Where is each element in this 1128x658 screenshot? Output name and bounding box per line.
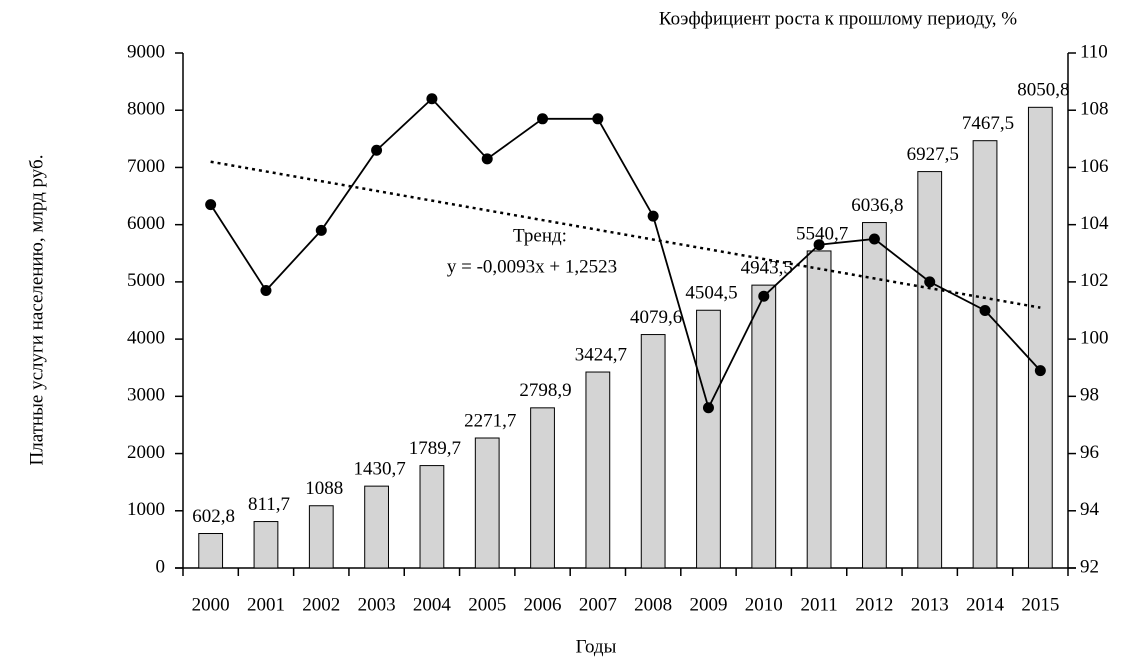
bar-value-label: 6927,5 xyxy=(907,144,959,165)
bar-value-label: 1088 xyxy=(305,478,343,499)
y-tick-label: 7000 xyxy=(127,156,165,177)
y2-tick-label: 108 xyxy=(1080,99,1109,120)
bar xyxy=(696,309,721,569)
line-point xyxy=(592,113,604,125)
line-point xyxy=(205,199,217,211)
x-tick-label: 2009 xyxy=(689,594,727,615)
trend-label: Тренд: xyxy=(513,225,567,246)
bar-value-label: 602,8 xyxy=(192,506,235,527)
line-point xyxy=(702,402,714,414)
bar-value-label: 1430,7 xyxy=(353,458,405,479)
line-point xyxy=(1034,365,1046,377)
y-tick-label: 0 xyxy=(156,556,166,577)
y2-tick-label: 94 xyxy=(1080,499,1100,520)
y-axis-label: Платные услуги населению, млрд руб. xyxy=(26,155,47,466)
x-tick-label: 2005 xyxy=(468,594,506,615)
line-point xyxy=(924,276,936,288)
bar xyxy=(862,222,887,569)
x-tick-label: 2014 xyxy=(966,594,1005,615)
y2-tick-label: 110 xyxy=(1080,41,1108,62)
x-tick-label: 2001 xyxy=(247,594,285,615)
bar xyxy=(419,465,445,569)
bar xyxy=(585,371,611,569)
x-tick-label: 2003 xyxy=(358,594,396,615)
line-point xyxy=(481,153,493,165)
bar-value-label: 811,7 xyxy=(248,494,290,515)
x-tick-label: 2006 xyxy=(524,594,562,615)
y2-tick-label: 102 xyxy=(1080,270,1109,291)
y-tick-label: 2000 xyxy=(127,442,165,463)
bar-value-label: 4943,5 xyxy=(741,257,793,278)
y2-tick-label: 98 xyxy=(1080,385,1099,406)
x-tick-label: 2002 xyxy=(302,594,340,615)
line-point xyxy=(537,113,549,125)
line-point xyxy=(868,233,880,245)
bar-value-label: 8050,8 xyxy=(1017,80,1069,101)
bar xyxy=(1027,106,1053,569)
y2-tick-label: 106 xyxy=(1080,156,1109,177)
y-tick-label: 3000 xyxy=(127,385,165,406)
x-tick-label: 2013 xyxy=(911,594,949,615)
y2-tick-label: 104 xyxy=(1080,213,1109,234)
trend-line xyxy=(210,160,1041,309)
line-point xyxy=(371,144,383,156)
bar xyxy=(198,533,224,569)
bar-value-label: 5540,7 xyxy=(796,223,848,244)
y-tick-label: 1000 xyxy=(127,499,165,520)
bar xyxy=(253,521,279,569)
line-point xyxy=(260,284,272,296)
bar xyxy=(972,140,998,569)
y2-tick-label: 100 xyxy=(1080,327,1109,348)
bar-value-label: 4504,5 xyxy=(685,283,737,304)
line-point xyxy=(426,93,438,105)
bar xyxy=(917,171,943,569)
bar xyxy=(751,284,777,569)
line-point xyxy=(315,224,327,236)
x-tick-label: 2007 xyxy=(579,594,617,615)
y-tick-label: 9000 xyxy=(127,41,165,62)
x-tick-label: 2015 xyxy=(1021,594,1059,615)
x-tick-label: 2010 xyxy=(745,594,783,615)
y-tick-label: 4000 xyxy=(127,327,165,348)
x-tick-label: 2012 xyxy=(855,594,893,615)
trend-equation: y = -0,0093x + 1,2523 xyxy=(447,256,617,277)
bar xyxy=(530,407,555,569)
bar xyxy=(308,505,334,569)
bar-value-label: 2271,7 xyxy=(464,410,516,431)
line-point xyxy=(813,239,825,251)
bar-value-label: 7467,5 xyxy=(962,113,1014,134)
bar xyxy=(364,485,389,569)
line-series xyxy=(209,97,1042,411)
y2-axis-label: Коэффициент роста к прошлому периоду, % xyxy=(659,8,1017,29)
bar xyxy=(640,334,666,569)
bar xyxy=(474,437,500,569)
line-point xyxy=(979,305,991,316)
bar-value-label: 1789,7 xyxy=(409,438,461,459)
bar-value-label: 4079,6 xyxy=(630,307,682,328)
y-tick-label: 6000 xyxy=(127,213,165,234)
x-tick-label: 2000 xyxy=(192,594,230,615)
x-tick-label: 2004 xyxy=(413,594,452,615)
bar-value-label: 3424,7 xyxy=(575,344,627,365)
y-tick-label: 8000 xyxy=(127,99,165,120)
bar xyxy=(806,250,832,569)
x-tick-label: 2011 xyxy=(800,594,837,615)
y-tick-label: 5000 xyxy=(127,270,165,291)
y2-tick-label: 96 xyxy=(1080,442,1099,463)
y2-tick-label: 92 xyxy=(1080,556,1099,577)
line-point xyxy=(758,290,770,302)
x-axis-label: Годы xyxy=(576,636,617,657)
bar-value-label: 6036,8 xyxy=(851,195,903,216)
line-point xyxy=(647,210,659,222)
bar-value-label: 2798,9 xyxy=(519,380,571,401)
x-tick-label: 2008 xyxy=(634,594,672,615)
